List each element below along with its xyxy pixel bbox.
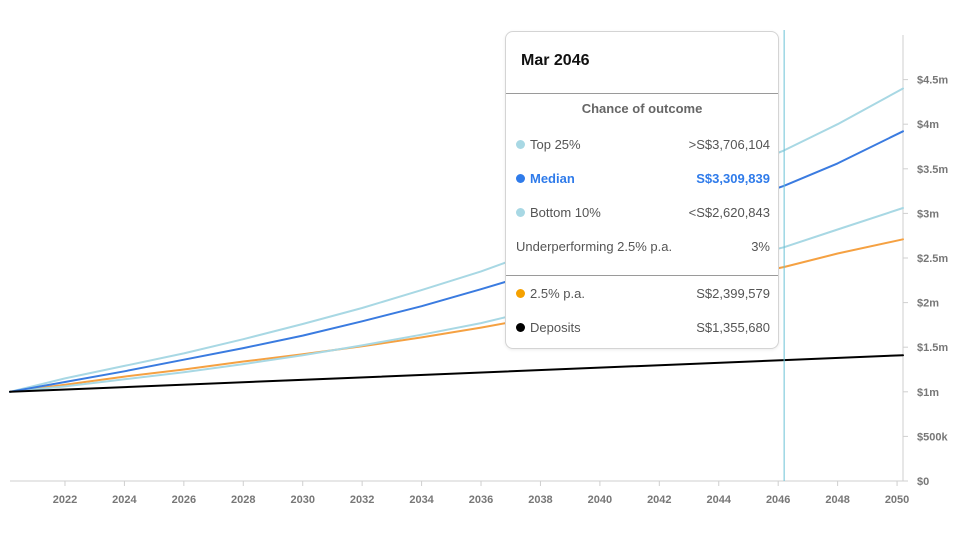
tooltip-row-median: Median S$3,309,839 bbox=[516, 170, 770, 188]
tooltip-row-label: Top 25% bbox=[530, 137, 581, 152]
tooltip-row-label: Deposits bbox=[530, 320, 581, 335]
y-tick-label: $1m bbox=[917, 387, 939, 399]
y-tick-label: $500k bbox=[917, 431, 948, 443]
x-tick-label: 2050 bbox=[885, 494, 909, 506]
x-tick-label: 2024 bbox=[112, 494, 137, 506]
y-axis-ticks: $0 $500k $1m $1.5m $2m $2.5m $3m $3.5m $4m $4.5m bbox=[903, 75, 948, 488]
tooltip-row-deposits: Deposits S$1,355,680 bbox=[516, 319, 770, 337]
x-tick-label: 2036 bbox=[469, 494, 493, 506]
x-tick-label: 2034 bbox=[409, 494, 434, 506]
tooltip-row-value: <S$2,620,843 bbox=[688, 205, 770, 220]
tooltip-row-underperforming: Underperforming 2.5% p.a. 3% bbox=[516, 238, 770, 256]
tooltip-row-value: S$1,355,680 bbox=[696, 320, 770, 335]
tooltip-subtitle: Chance of outcome bbox=[581, 101, 703, 116]
x-tick-label: 2040 bbox=[588, 494, 612, 506]
tooltip-row-benchmark: 2.5% p.a. S$2,399,579 bbox=[516, 285, 770, 303]
x-tick-label: 2026 bbox=[172, 494, 196, 506]
x-tick-label: 2032 bbox=[350, 494, 374, 506]
x-tick-label: 2046 bbox=[766, 494, 790, 506]
y-tick-label: $4m bbox=[917, 119, 939, 131]
y-tick-label: $0 bbox=[917, 476, 929, 488]
y-tick-label: $2.5m bbox=[917, 253, 948, 265]
y-tick-label: $4.5m bbox=[917, 75, 948, 87]
tooltip-row-bottom-10: Bottom 10% <S$2,620,843 bbox=[516, 204, 770, 222]
x-tick-label: 2022 bbox=[53, 494, 77, 506]
tooltip-row-label: 2.5% p.a. bbox=[530, 286, 585, 301]
x-tick-label: 2044 bbox=[707, 494, 732, 506]
x-tick-label: 2048 bbox=[825, 494, 849, 506]
y-tick-label: $1.5m bbox=[917, 342, 948, 354]
y-tick-label: $2m bbox=[917, 298, 939, 310]
tooltip-date: Mar 2046 bbox=[521, 52, 590, 69]
y-tick-label: $3m bbox=[917, 208, 939, 220]
x-tick-label: 2038 bbox=[528, 494, 552, 506]
tooltip-divider bbox=[506, 93, 778, 94]
tooltip-row-value: >S$3,706,104 bbox=[688, 137, 770, 152]
hover-tooltip: Mar 2046 Chance of outcome Top 25% >S$3,… bbox=[505, 31, 779, 349]
median-dot bbox=[516, 174, 525, 183]
y-tick-label: $3.5m bbox=[917, 164, 948, 176]
tooltip-row-label: Bottom 10% bbox=[530, 205, 601, 220]
bottom-10-dot bbox=[516, 208, 525, 217]
tooltip-row-label: Underperforming 2.5% p.a. bbox=[516, 239, 673, 254]
tooltip-row-value: 3% bbox=[751, 239, 770, 254]
tooltip-divider bbox=[506, 275, 778, 276]
tooltip-row-value: S$3,309,839 bbox=[696, 171, 770, 186]
top-25-dot bbox=[516, 140, 525, 149]
tooltip-row-top-25: Top 25% >S$3,706,104 bbox=[516, 136, 770, 154]
benchmark-dot bbox=[516, 289, 525, 298]
x-axis-ticks: 2022 2024 2026 2028 2030 2032 2034 2036 2038 2040… bbox=[53, 481, 909, 506]
tooltip-row-value: S$2,399,579 bbox=[696, 286, 770, 301]
x-tick-label: 2042 bbox=[647, 494, 671, 506]
x-tick-label: 2030 bbox=[290, 494, 314, 506]
x-tick-label: 2028 bbox=[231, 494, 255, 506]
deposits-dot bbox=[516, 323, 525, 332]
tooltip-row-label: Median bbox=[530, 171, 575, 186]
